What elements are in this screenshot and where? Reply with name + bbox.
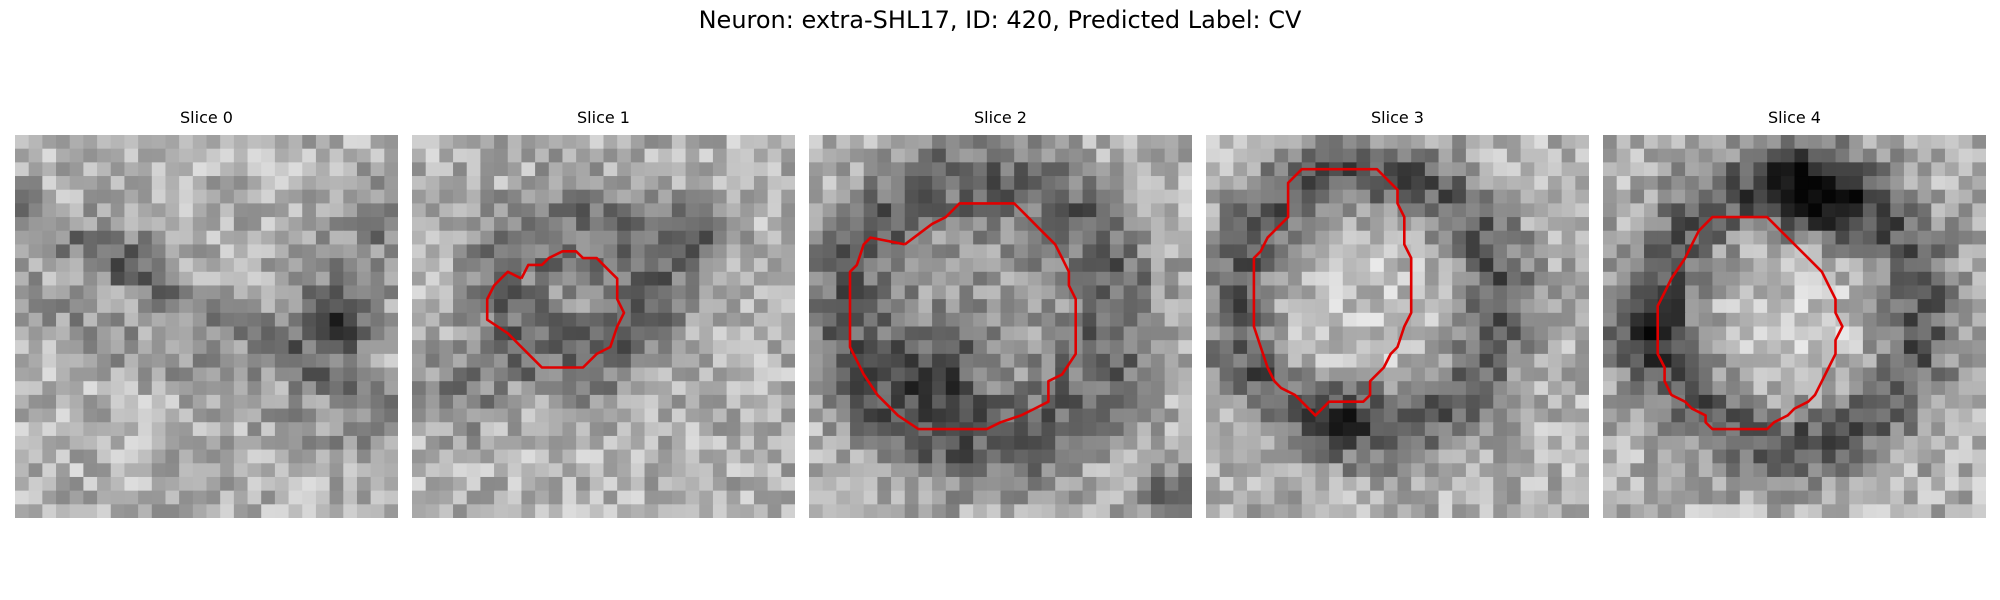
slice-panel-4: Slice 4 [1603,108,1986,518]
slice-title: Slice 4 [1603,108,1986,127]
figure-title: Neuron: extra-SHL17, ID: 420, Predicted … [0,6,2000,34]
slice-image [412,135,795,518]
slice-title: Slice 3 [1206,108,1589,127]
slice-panel-3: Slice 3 [1206,108,1589,518]
slice-panel-1: Slice 1 [412,108,795,518]
slice-panel-2: Slice 2 [809,108,1192,518]
slice-image [809,135,1192,518]
pixel-grid [15,135,398,518]
slice-image [1603,135,1986,518]
slice-title: Slice 2 [809,108,1192,127]
pixel-grid [412,135,795,518]
slice-image [15,135,398,518]
pixel-grid [1603,135,1986,518]
slice-image [1206,135,1589,518]
slice-title: Slice 0 [15,108,398,127]
slice-panel-0: Slice 0 [15,108,398,518]
pixel-grid [809,135,1192,518]
slice-title: Slice 1 [412,108,795,127]
